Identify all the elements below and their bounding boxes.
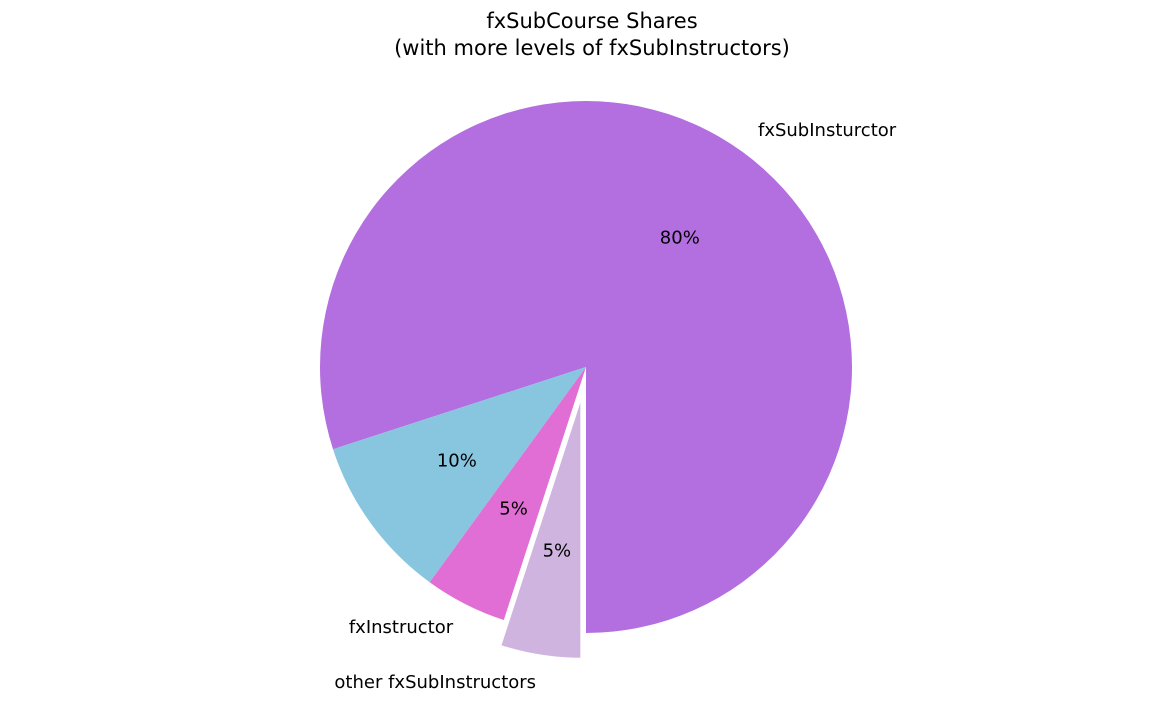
pie-slice-label-fxinstructor: fxInstructor: [349, 617, 454, 638]
pie-percent-label-fxinstructor: 5%: [499, 499, 528, 520]
pie-slice-other-fxsubinstructors: [497, 392, 584, 661]
pie-percent-label-slice-1: 10%: [437, 450, 477, 471]
pie-slices: [320, 101, 852, 661]
pie-percent-labels: 80% 10% 5% 5%: [437, 227, 700, 561]
pie-percent-label-other-fxsubinstructors: 5%: [543, 540, 572, 561]
pie-slice-label-other-fxsubinstructors: other fxSubInstructors: [334, 672, 536, 693]
chart-title-line-1: fxSubCourse Shares: [486, 9, 697, 33]
chart-title: fxSubCourse Shares (with more levels of …: [394, 9, 790, 60]
pie-percent-label-fxsubinsturctor: 80%: [660, 227, 700, 248]
pie-slice-label-fxsubinsturctor: fxSubInsturctor: [758, 120, 897, 141]
pie-slice-fxinstructor: [429, 367, 586, 620]
pie-slice-labels: fxSubInsturctor fxInstructor other fxSubIn…: [334, 120, 896, 693]
pie-slice-slice-1: [333, 367, 586, 583]
chart-title-line-2: (with more levels of fxSubInstructors): [394, 36, 790, 60]
